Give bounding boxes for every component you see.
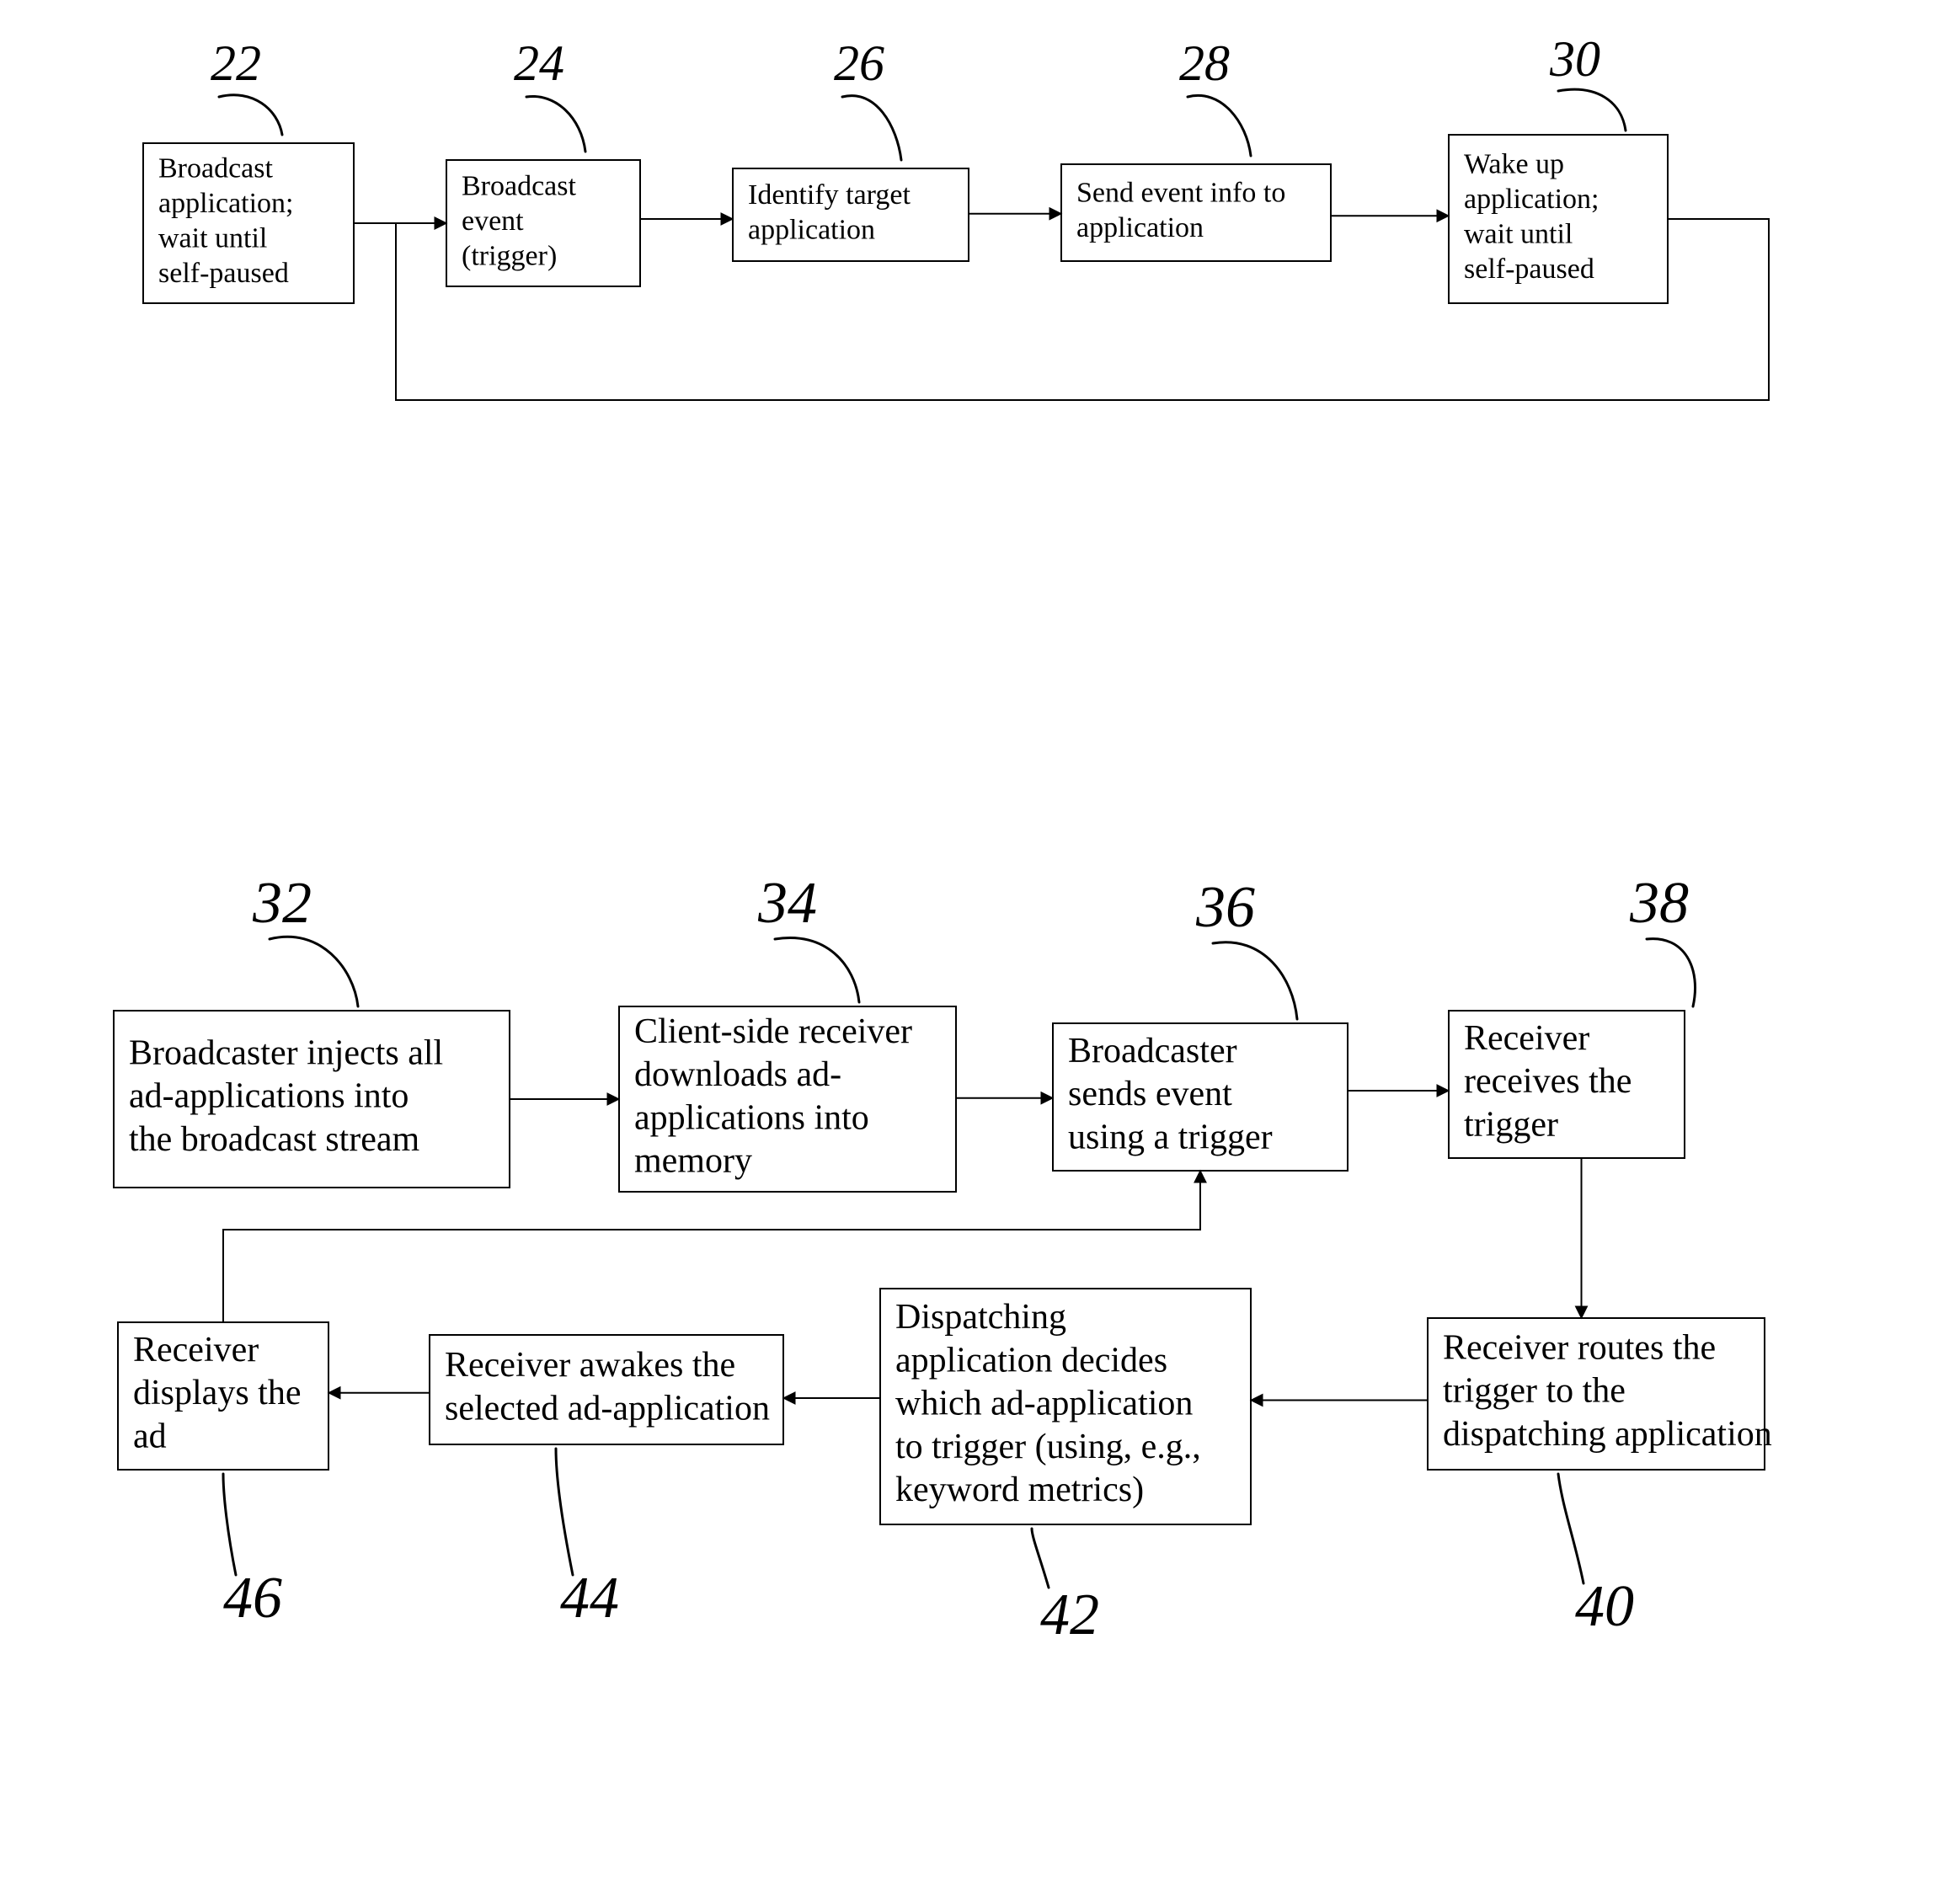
ref-leader-38 xyxy=(1647,939,1696,1006)
ref-label-24: 24 xyxy=(514,35,564,91)
f1-n24-text: Broadcast xyxy=(462,170,577,201)
f2-n42-text: keyword metrics) xyxy=(895,1471,1144,1509)
ref-leader-44 xyxy=(556,1449,573,1575)
ref-leader-22 xyxy=(219,95,282,135)
f2-n32-text: Broadcaster injects all xyxy=(129,1033,443,1072)
f2-n42-text: which ad-application xyxy=(895,1385,1193,1423)
f2-n34-text: applications into xyxy=(634,1098,869,1137)
ref-leader-36 xyxy=(1213,942,1297,1019)
ref-leader-40 xyxy=(1558,1474,1583,1583)
f1-n22-text: wait until xyxy=(158,223,267,254)
f1-n30-text: application; xyxy=(1464,184,1600,215)
f2-n42-text: application decides xyxy=(895,1341,1167,1380)
f2-n44-text: Receiver awakes the xyxy=(445,1346,735,1385)
ref-label-34: 34 xyxy=(757,871,817,936)
ref-leader-24 xyxy=(526,96,585,152)
f1-n30-text: Wake up xyxy=(1464,149,1564,180)
f1-n24-text: event xyxy=(462,206,524,237)
f2-n34-text: downloads ad- xyxy=(634,1055,841,1094)
f1-n28-text: application xyxy=(1076,212,1204,243)
f1-n22-text: application; xyxy=(158,188,294,219)
f2-n46-text: Receiver xyxy=(133,1331,259,1369)
ref-label-30: 30 xyxy=(1549,31,1600,87)
ref-leader-28 xyxy=(1188,95,1251,156)
f1-n26-text: Identify target xyxy=(748,179,911,211)
ref-label-22: 22 xyxy=(211,35,261,91)
f2-n32-text: ad-applications into xyxy=(129,1077,409,1116)
f2-n36-text: sends event xyxy=(1068,1075,1232,1113)
ref-label-36: 36 xyxy=(1195,875,1255,940)
f1-n26-text: application xyxy=(748,215,875,246)
f2-n34-text: Client-side receiver xyxy=(634,1012,912,1051)
f1-n24-text: (trigger) xyxy=(462,240,557,271)
ref-label-26: 26 xyxy=(834,35,884,91)
f1-n22-text: self-paused xyxy=(158,258,289,289)
ref-label-32: 32 xyxy=(252,871,312,936)
f2-n40-text: Receiver routes the xyxy=(1443,1328,1716,1367)
f2-n36-text: Broadcaster xyxy=(1068,1032,1237,1070)
f1-n30-text: wait until xyxy=(1464,219,1573,250)
f1-n30-text: self-paused xyxy=(1464,254,1594,285)
f2-n32-text: the broadcast stream xyxy=(129,1120,420,1159)
ref-leader-26 xyxy=(842,96,901,160)
ref-label-38: 38 xyxy=(1629,871,1689,936)
f2-n38-text: trigger xyxy=(1464,1105,1558,1144)
f2-n38-text: receives the xyxy=(1464,1062,1632,1101)
f1-n28-text: Send event info to xyxy=(1076,178,1285,209)
ref-leader-30 xyxy=(1558,89,1626,131)
f2-n40-text: trigger to the xyxy=(1443,1372,1626,1411)
f2-n44-text: selected ad-application xyxy=(445,1389,770,1428)
f2-n36-text: using a trigger xyxy=(1068,1118,1273,1156)
f1-n22-text: Broadcast xyxy=(158,153,274,184)
f2-n42-text: to trigger (using, e.g., xyxy=(895,1428,1201,1466)
ref-label-28: 28 xyxy=(1179,35,1230,91)
f2-n42-text: Dispatching xyxy=(895,1298,1066,1337)
ref-label-44: 44 xyxy=(560,1566,619,1631)
ref-leader-46 xyxy=(223,1474,236,1575)
f2-n38-text: Receiver xyxy=(1464,1019,1589,1058)
f2-n40-text: dispatching application xyxy=(1443,1415,1772,1454)
f2-n34-text: memory xyxy=(634,1142,752,1181)
ref-leader-32 xyxy=(270,937,358,1006)
f2-n46-text: ad xyxy=(133,1417,167,1455)
ref-leader-34 xyxy=(775,937,859,1002)
ref-leader-42 xyxy=(1032,1529,1049,1588)
f2-n46-text: displays the xyxy=(133,1374,301,1412)
ref-label-42: 42 xyxy=(1040,1583,1099,1647)
ref-label-46: 46 xyxy=(223,1566,282,1631)
